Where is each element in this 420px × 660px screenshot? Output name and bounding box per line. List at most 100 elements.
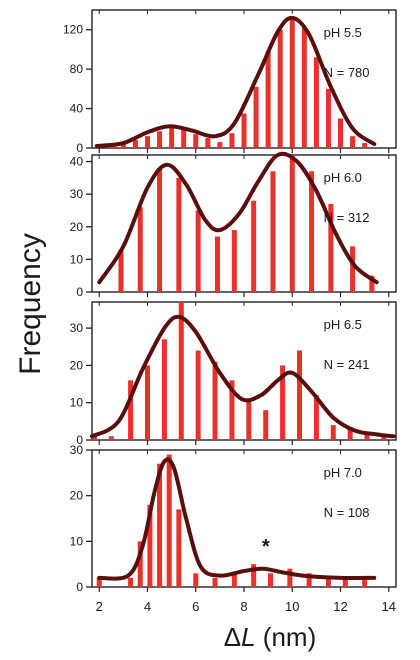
- histogram-bar: [212, 361, 218, 440]
- histogram-bar: [231, 230, 237, 292]
- histogram-bar: [362, 143, 368, 148]
- histogram-bar: [268, 573, 274, 587]
- histogram-bar: [229, 133, 235, 148]
- histogram-bar: [301, 27, 307, 148]
- x-tick-label: 8: [240, 599, 247, 614]
- fit-curve: [90, 314, 396, 439]
- histogram-bar: [362, 577, 368, 587]
- histogram-bar: [128, 380, 134, 440]
- y-axis-label: Frequency: [14, 233, 47, 375]
- x-tick-label: 10: [285, 599, 299, 614]
- histogram-bar: [157, 463, 163, 587]
- y-tick-label: 30: [70, 321, 84, 335]
- histogram-bar: [132, 140, 138, 148]
- histogram-bar: [296, 350, 302, 440]
- y-tick-label: 10: [70, 534, 84, 548]
- histogram-bar: [176, 177, 182, 292]
- histogram-bar: [166, 454, 172, 587]
- histogram-bar: [263, 410, 269, 440]
- y-tick-label: 40: [70, 155, 84, 169]
- fit-curve: [97, 457, 377, 581]
- x-axis-label-unit: (nm): [256, 622, 317, 652]
- x-axis-label-delta: Δ: [224, 622, 241, 652]
- histogram-bar: [181, 127, 187, 148]
- histogram-bar: [350, 136, 356, 148]
- y-tick-label: 0: [76, 580, 83, 594]
- histogram-bar: [347, 428, 353, 440]
- y-tick-label: 30: [70, 187, 84, 201]
- histogram-bar: [217, 142, 223, 148]
- histogram-bar: [325, 577, 331, 587]
- histogram-bar: [313, 57, 319, 148]
- histogram-bar: [137, 207, 143, 292]
- y-tick-label: 0: [76, 433, 83, 447]
- histogram-bar: [289, 155, 295, 292]
- x-tick-label: 12: [333, 599, 347, 614]
- histogram-bar: [309, 171, 315, 292]
- x-tick-label: 2: [96, 599, 103, 614]
- histogram-bar: [350, 246, 356, 292]
- y-tick-label: 0: [76, 285, 83, 299]
- y-tick-label: 80: [70, 62, 84, 76]
- y-tick-label: 40: [70, 102, 84, 116]
- histogram-bar: [251, 200, 257, 292]
- fit-curve: [97, 151, 379, 285]
- histogram-bar: [231, 573, 237, 587]
- histogram-bar: [108, 436, 114, 440]
- histogram-bar: [118, 249, 124, 292]
- histogram-bar: [205, 138, 211, 148]
- histogram-bar: [342, 577, 348, 587]
- n-annotation: N = 108: [324, 505, 370, 520]
- x-axis-label: ΔL (nm): [224, 622, 317, 652]
- histogram-bar: [178, 302, 184, 440]
- histogram-bar: [325, 88, 331, 148]
- histogram-bar: [214, 236, 220, 292]
- histogram-bar: [241, 113, 247, 148]
- histogram-bar: [144, 365, 150, 440]
- histogram-bar: [277, 29, 283, 148]
- histogram-bar: [144, 136, 150, 148]
- y-tick-label: 20: [70, 489, 84, 503]
- y-tick-label: 0: [76, 141, 83, 155]
- ph-annotation: pH 6.0: [324, 170, 362, 185]
- histogram-bar: [193, 134, 199, 148]
- histogram-bar: [381, 436, 387, 440]
- histogram-bar: [251, 564, 257, 587]
- x-tick-label: 14: [382, 599, 396, 614]
- fit-curve: [94, 15, 377, 149]
- histogram-bar: [137, 541, 143, 587]
- y-tick-label: 30: [70, 443, 84, 457]
- n-annotation: N = 780: [324, 65, 370, 80]
- histogram-bar: [229, 380, 235, 440]
- ph-annotation: pH 5.5: [324, 25, 362, 40]
- histogram-bar: [270, 171, 276, 292]
- y-tick-label: 20: [70, 220, 84, 234]
- histogram-bar: [161, 339, 167, 440]
- asterisk-marker: *: [262, 536, 270, 558]
- histogram-bar: [313, 395, 319, 440]
- x-axis-ticks: 2 4 6 8 10 12 14: [96, 599, 396, 614]
- histogram-bar: [265, 51, 271, 148]
- histogram-bar: [157, 168, 163, 292]
- y-tick-label: 20: [70, 358, 84, 372]
- x-tick-label: 6: [192, 599, 199, 614]
- histogram-bar: [330, 425, 336, 440]
- histogram-bar: [195, 350, 201, 440]
- histogram-bar: [289, 19, 295, 148]
- y-tick-label: 10: [70, 252, 84, 266]
- histogram-bar: [328, 203, 334, 292]
- histogram-bar: [287, 568, 293, 587]
- n-annotation: N = 312: [324, 210, 370, 225]
- histogram-bar: [369, 275, 375, 292]
- histogram-bar: [280, 365, 286, 440]
- histogram-bar: [128, 577, 134, 587]
- y-tick-label: 120: [63, 23, 83, 37]
- histogram-bar: [253, 86, 259, 148]
- ph-annotation: pH 7.0: [324, 465, 362, 480]
- panel-1: 0 40 80 120 pH 5.5 N = 780: [63, 9, 397, 155]
- histogram-bar: [364, 432, 370, 440]
- histogram-bar: [246, 398, 252, 440]
- histogram-bar: [195, 210, 201, 292]
